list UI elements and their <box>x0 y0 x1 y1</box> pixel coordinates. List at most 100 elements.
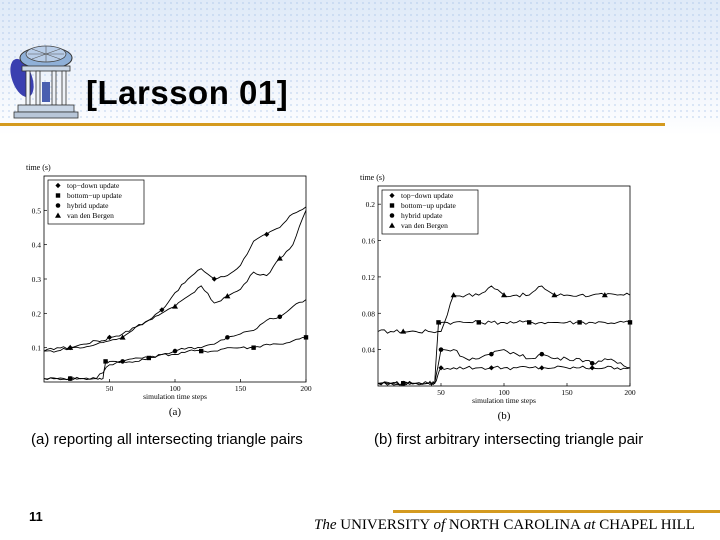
chart-sublabel: (a) <box>169 406 182 418</box>
data-point <box>627 320 633 325</box>
slide-number: 11 <box>29 509 43 524</box>
series-line-hybrid-update <box>377 349 631 386</box>
data-point <box>120 359 125 364</box>
y-tick-label: 0.3 <box>32 275 42 284</box>
legend-entry: top−down update <box>67 181 120 190</box>
data-point <box>450 292 457 298</box>
legend-entry: van den Bergen <box>401 221 448 230</box>
data-point <box>527 320 532 325</box>
title-underline <box>0 123 665 126</box>
series-line-bottom-up-update <box>43 336 306 381</box>
header-pattern <box>0 0 720 120</box>
y-axis-label: time (s) <box>360 173 385 182</box>
data-point <box>251 345 256 350</box>
legend-marker <box>55 212 61 218</box>
old-well-logo-icon <box>10 45 79 119</box>
x-tick-label: 100 <box>169 384 181 393</box>
data-point <box>67 344 74 350</box>
x-axis-label: simulation time steps <box>472 396 536 405</box>
footer-of: of <box>433 517 446 533</box>
data-point <box>438 347 444 352</box>
data-point <box>539 365 545 371</box>
slide-title: [Larsson 01] <box>86 74 289 111</box>
legend-box <box>47 179 145 225</box>
data-point <box>67 376 73 381</box>
legend-entry: bottom−up update <box>67 191 123 200</box>
data-point <box>577 320 582 325</box>
legend-box <box>381 189 479 235</box>
legend-entry: van den Bergen <box>67 211 114 220</box>
legend-marker <box>389 213 395 218</box>
x-tick-label: 150 <box>561 388 573 397</box>
y-tick-label: 0.4 <box>32 241 42 250</box>
series-line-hybrid-update <box>43 299 307 381</box>
data-point <box>438 365 444 371</box>
data-point <box>589 365 595 371</box>
legend-marker <box>389 192 395 199</box>
data-point <box>276 255 283 261</box>
legend-marker <box>55 193 61 198</box>
y-tick-label: 0.12 <box>362 273 375 282</box>
data-point <box>103 359 108 364</box>
data-point <box>172 348 178 354</box>
caption-b: (b) first arbitrary intersecting triangl… <box>374 431 644 448</box>
data-point <box>225 335 230 340</box>
y-tick-label: 0.16 <box>362 237 375 246</box>
data-point <box>589 360 595 366</box>
series-line-top-down-update <box>43 206 307 352</box>
legend-entry: top−down update <box>401 191 454 200</box>
legend-marker <box>55 182 61 189</box>
footer-rule <box>393 510 720 513</box>
data-point <box>436 320 441 325</box>
data-point <box>488 365 494 371</box>
data-point <box>119 334 126 340</box>
data-point <box>476 320 481 325</box>
footer-at: at <box>583 517 596 533</box>
caption-a: (a) reporting all intersecting triangle … <box>31 431 303 448</box>
legend-entry: hybrid update <box>401 211 443 220</box>
data-point <box>264 231 270 237</box>
footer-north-carolina: NORTH CAROLINA <box>445 517 584 533</box>
y-tick-label: 0.2 <box>32 309 42 318</box>
x-tick-label: 50 <box>106 384 114 393</box>
legend-marker <box>389 222 395 228</box>
y-tick-label: 0.2 <box>366 200 376 209</box>
data-point <box>400 328 407 334</box>
footer-the: The <box>314 517 337 533</box>
x-tick-label: 100 <box>498 388 510 397</box>
legend-marker <box>55 203 61 208</box>
data-point <box>172 303 178 309</box>
y-tick-label: 0.04 <box>362 346 375 355</box>
data-point <box>501 292 507 298</box>
data-point <box>199 348 204 354</box>
footer-text: The UNIVERSITY of NORTH CAROLINA at CHAP… <box>314 517 695 534</box>
data-point <box>211 276 217 282</box>
x-tick-label: 200 <box>624 388 636 397</box>
legend-entry: bottom−up update <box>401 201 457 210</box>
data-point <box>551 292 558 298</box>
x-tick-label: 150 <box>235 384 247 393</box>
x-tick-label: 200 <box>300 384 312 393</box>
chart-a: time (s) 0.1 0.2 0.3 0.4 0.5 50 100 150 200 simula… <box>26 163 312 418</box>
x-axis-label: simulation time steps <box>143 392 207 401</box>
data-point <box>277 314 283 320</box>
data-point <box>601 292 608 298</box>
data-point <box>224 293 231 299</box>
footer-university: UNIVERSITY <box>336 517 434 533</box>
chart-sublabel: (b) <box>498 410 511 422</box>
header-background <box>0 0 720 135</box>
legend-marker <box>389 203 395 208</box>
y-tick-label: 0.1 <box>32 344 42 353</box>
chart-b: time (s) 0.04 0.08 0.12 0.16 0.2 50 100 150 200 si… <box>360 173 636 422</box>
x-tick-label: 50 <box>437 388 445 397</box>
data-point <box>539 351 545 357</box>
legend-entry: hybrid update <box>67 201 109 210</box>
data-point <box>106 334 113 340</box>
footer-chapel-hill: CHAPEL HILL <box>595 517 695 533</box>
data-point <box>489 351 494 357</box>
data-point <box>303 335 309 340</box>
y-tick-label: 0.08 <box>362 309 375 318</box>
data-point <box>400 380 406 386</box>
y-axis-label: time (s) <box>26 163 51 172</box>
series-line-bottom-up-update <box>377 319 631 386</box>
